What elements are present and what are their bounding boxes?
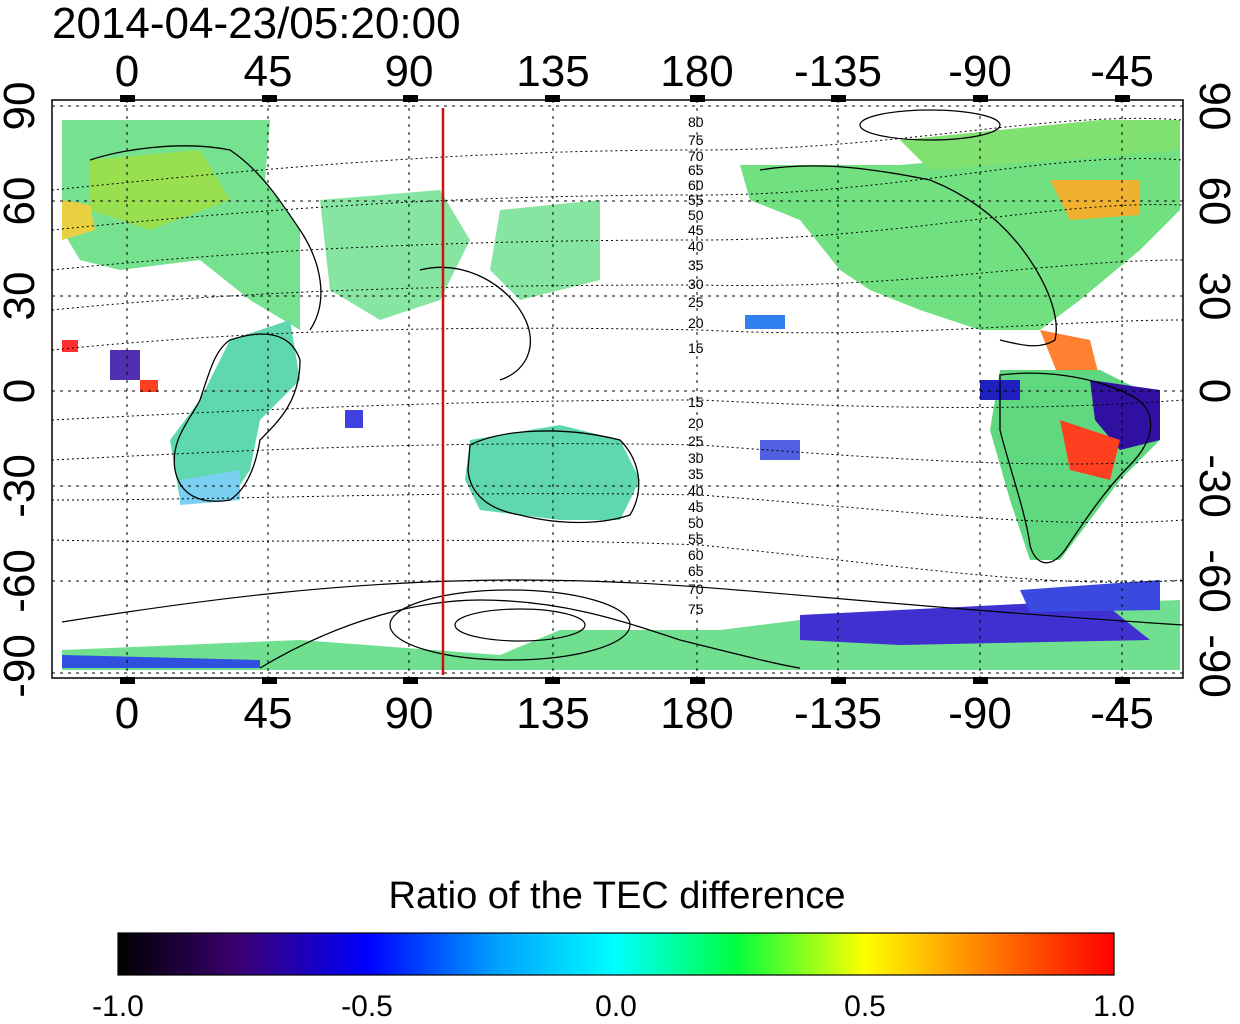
top-longitude-axis: 0 45 90 135 180 -135 -90 -45 [115, 47, 1154, 96]
lat-tick-left: 90 [0, 82, 44, 131]
lat-tick-left: -90 [0, 634, 44, 698]
contour-label: 70 [688, 148, 704, 164]
lat-tick-right: 60 [1190, 177, 1239, 226]
contour-label: 45 [688, 499, 704, 515]
contour-label: 20 [688, 315, 704, 331]
axis-tick-bars [120, 95, 1130, 684]
lon-tick-top: 45 [244, 47, 293, 96]
lon-tick-top: 90 [385, 47, 434, 96]
colorbar-gradient [117, 932, 1115, 976]
left-latitude-axis: 90 60 30 0 -30 -60 -90 [0, 82, 44, 698]
contour-label: 65 [688, 563, 704, 579]
lat-tick-right: -60 [1190, 549, 1239, 613]
contour-labels-north: 80 75 70 65 60 55 50 45 40 35 30 25 20 1… [688, 114, 704, 356]
contour-label: 55 [688, 192, 704, 208]
colorbar-tick: 0.5 [844, 990, 886, 1023]
contour-label: 25 [688, 294, 704, 310]
lat-tick-left: 30 [0, 272, 44, 321]
lon-tick-top: -90 [948, 47, 1012, 96]
lon-tick-bottom: -90 [948, 689, 1012, 738]
contour-label: 30 [688, 276, 704, 292]
lat-tick-right: 90 [1190, 82, 1239, 131]
coastlines [89, 145, 1152, 669]
contour-labels-south: 15 20 25 30 35 40 45 50 55 60 65 70 75 [688, 394, 704, 617]
lon-tick-bottom: 135 [516, 689, 589, 738]
map-title: 2014-04-23/05:20:00 [52, 0, 461, 48]
lat-tick-left: 60 [0, 177, 44, 226]
contour-label: 50 [688, 515, 704, 531]
lon-tick-top: 135 [516, 47, 589, 96]
bottom-longitude-axis: 0 45 90 135 180 -135 -90 -45 [115, 689, 1154, 738]
contour-label: 40 [688, 483, 704, 499]
contour-label: 75 [688, 132, 704, 148]
lon-tick-bottom: 0 [115, 689, 139, 738]
contour-label: 75 [688, 601, 704, 617]
contour-label: 25 [688, 433, 704, 449]
contour-label: 15 [688, 340, 704, 356]
contour-label: 35 [688, 466, 704, 482]
colorbar-ticks: -1.0 -0.5 0.0 0.5 1.0 [92, 990, 1135, 1023]
lon-tick-bottom: -135 [794, 689, 882, 738]
lon-tick-top: 180 [660, 47, 733, 96]
contour-label: 20 [688, 415, 704, 431]
lat-tick-left: -30 [0, 454, 44, 518]
lat-tick-right: 30 [1190, 272, 1239, 321]
colorbar-tick: 0.0 [595, 990, 637, 1023]
contour-label: 30 [688, 450, 704, 466]
contour-label: 60 [688, 177, 704, 193]
lat-tick-right: -90 [1190, 634, 1239, 698]
contour-label: 70 [688, 581, 704, 597]
colorbar-tick: -1.0 [92, 990, 144, 1023]
lon-tick-top: 0 [115, 47, 139, 96]
grid-lines [52, 100, 1183, 678]
colorbar-title: Ratio of the TEC difference [389, 875, 846, 917]
lat-tick-left: -60 [0, 549, 44, 613]
lon-tick-top: -45 [1090, 47, 1154, 96]
contour-label: 80 [688, 114, 704, 130]
colorbar: Ratio of the TEC difference -1.0 -0.5 0.… [92, 875, 1135, 1023]
map-panel: 80 75 70 65 60 55 50 45 40 35 30 25 20 1… [51, 95, 1184, 684]
contour-label: 15 [688, 394, 704, 410]
lat-tick-left: 0 [0, 379, 44, 403]
lon-tick-bottom: 180 [660, 689, 733, 738]
lon-tick-bottom: 45 [244, 689, 293, 738]
colorbar-tick: 1.0 [1093, 990, 1135, 1023]
right-latitude-axis: 90 60 30 0 -30 -60 -90 [1190, 82, 1239, 698]
contour-label: 45 [688, 222, 704, 238]
lon-tick-bottom: -45 [1090, 689, 1154, 738]
contour-label: 50 [688, 207, 704, 223]
contour-label: 55 [688, 531, 704, 547]
lat-tick-right: -30 [1190, 454, 1239, 518]
contour-label: 60 [688, 547, 704, 563]
map-frame [51, 99, 1184, 679]
contour-label: 65 [688, 162, 704, 178]
lat-tick-right: 0 [1190, 379, 1239, 403]
colorbar-tick: -0.5 [341, 990, 393, 1023]
contour-label: 35 [688, 257, 704, 273]
magnetic-pole-contours [61, 109, 1183, 661]
tec-data-coverage [62, 120, 1180, 670]
contour-label: 40 [688, 238, 704, 254]
lon-tick-top: -135 [794, 47, 882, 96]
lon-tick-bottom: 90 [385, 689, 434, 738]
